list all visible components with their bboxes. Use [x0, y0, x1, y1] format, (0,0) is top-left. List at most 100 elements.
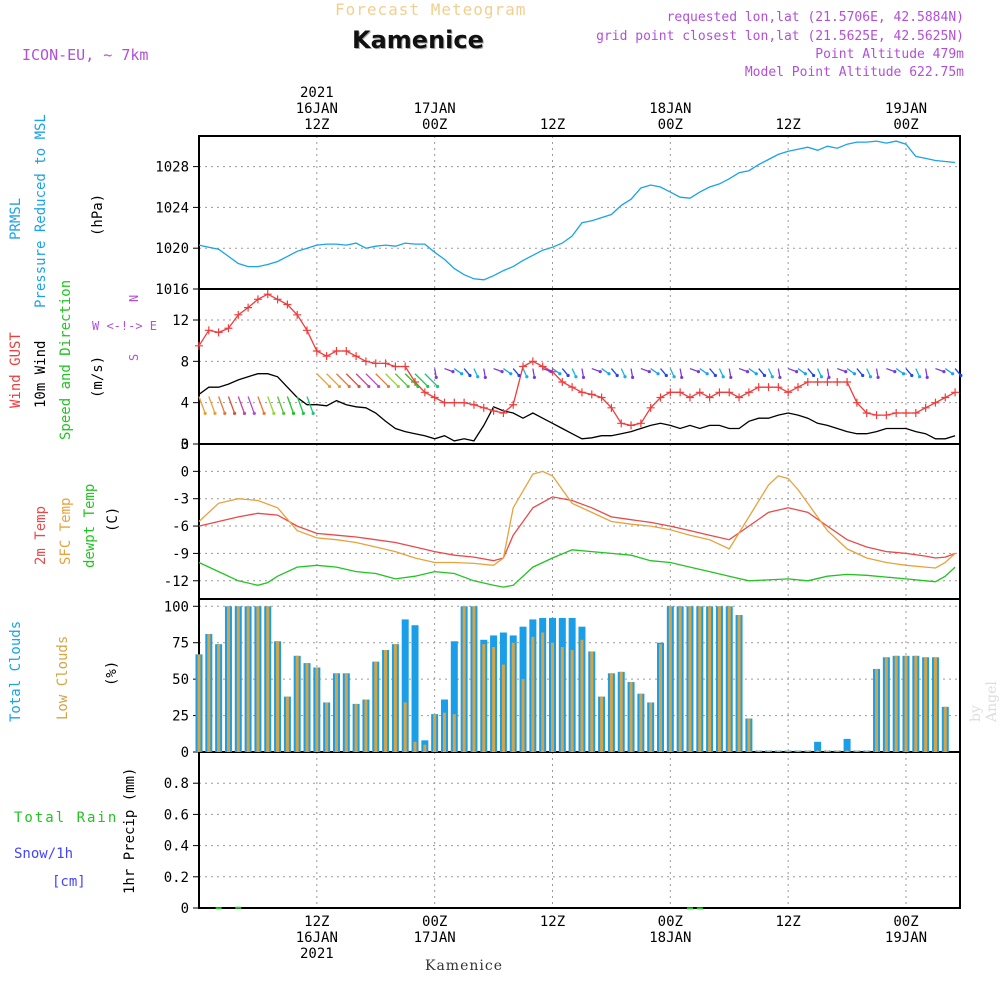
wind-arrow: [276, 396, 285, 414]
low-cloud-bar: [364, 699, 368, 752]
wind-arrow: [365, 373, 380, 387]
wind-arrow-head: [460, 372, 464, 376]
y-tick-label: -6: [172, 519, 189, 535]
gust-marker: [872, 411, 881, 420]
y-tick-label: 4: [181, 396, 189, 412]
total-cloud-bar: [411, 625, 419, 752]
wind-arrow: [237, 396, 246, 414]
low-cloud-bar: [649, 702, 653, 752]
wind-arrow-head: [910, 373, 914, 378]
wind-arrow-head: [301, 411, 305, 415]
y-tick-label: -9: [172, 546, 189, 562]
wind-arrow-head: [468, 373, 472, 378]
gust-marker: [754, 383, 763, 392]
wind-arrow-head: [893, 370, 897, 374]
wind-arrow-head: [861, 373, 865, 378]
y-tick-label: 1020: [155, 241, 189, 257]
low-cloud-bar: [334, 673, 338, 752]
low-cloud-bar: [305, 663, 309, 752]
panel-temperature: [193, 443, 961, 600]
low-cloud-bar: [325, 702, 329, 752]
y-tick-label: 1016: [155, 282, 189, 298]
low-cloud-bar: [924, 657, 928, 752]
gust-marker: [450, 398, 459, 407]
wind-arrow-head: [406, 384, 410, 389]
top-time-label: 19JAN: [885, 101, 927, 117]
low-cloud-bar: [501, 664, 505, 752]
wind-arrow: [414, 373, 429, 387]
gust-marker: [813, 378, 822, 386]
wind-10m-line: [198, 373, 956, 442]
wind-arrow-head: [426, 384, 430, 389]
gust-marker: [843, 378, 852, 386]
low-cloud-bar: [845, 750, 849, 752]
wind-arrow-head: [311, 411, 315, 415]
gust-marker: [479, 403, 488, 412]
panel-frame: [198, 135, 961, 290]
low-cloud-bar: [521, 679, 525, 752]
gust-marker: [214, 328, 223, 337]
low-cloud-bar: [659, 644, 663, 752]
panel-precipitation: [193, 751, 961, 909]
low-cloud-bar: [197, 654, 201, 752]
wind-arrow-head: [525, 375, 529, 379]
gust-marker: [941, 393, 950, 402]
gust-marker: [528, 357, 537, 366]
gust-line: [198, 293, 956, 427]
low-cloud-bar: [550, 642, 554, 752]
low-cloud-bar: [403, 702, 407, 752]
gust-marker: [764, 383, 773, 392]
low-cloud-bar: [619, 671, 623, 752]
gust-marker: [303, 326, 312, 335]
dewpt-line: [198, 549, 956, 588]
gust-marker: [469, 400, 478, 409]
wind-arrow-head: [721, 375, 725, 379]
gust-marker: [391, 362, 400, 371]
low-cloud-bar: [786, 750, 790, 752]
gust-marker: [636, 419, 645, 428]
low-cloud-bar: [884, 657, 888, 752]
low-cloud-bar: [433, 714, 437, 752]
top-time-label: 12Z: [304, 117, 329, 133]
compass-we: W <-!-> E: [92, 319, 158, 333]
wind-arrow: [336, 373, 350, 387]
gust-marker: [342, 347, 351, 355]
low-cloud-bar: [276, 641, 280, 752]
gust-marker: [411, 378, 420, 386]
wind-arrow-head: [876, 375, 880, 380]
wind-arrow: [257, 396, 265, 414]
low-cloud-bar: [914, 655, 918, 752]
gust-marker: [911, 409, 920, 417]
gust-marker: [705, 393, 714, 402]
gust-marker: [803, 378, 812, 386]
wind-arrow-head: [327, 384, 332, 389]
gust-marker: [823, 378, 832, 386]
gust-marker: [244, 303, 253, 312]
wind-arrow-head: [581, 375, 586, 380]
gust-marker: [862, 409, 871, 417]
gust-marker: [882, 411, 891, 420]
gust-marker: [735, 393, 744, 402]
rain-bar: [215, 907, 222, 910]
gust-marker: [931, 398, 940, 407]
low-cloud-bar: [315, 667, 319, 752]
wind-arrow-head: [272, 411, 276, 415]
gust-marker: [597, 393, 606, 402]
gust-marker: [784, 388, 793, 397]
gust-marker: [224, 324, 233, 333]
gust-marker: [263, 290, 272, 299]
location-title: Kamenice: [352, 26, 484, 54]
low-cloud-bar: [600, 696, 604, 752]
low-cloud-bar: [452, 714, 456, 752]
gust-marker: [646, 403, 655, 412]
wind-arrow-head: [500, 370, 504, 374]
wind-arrow-head: [631, 375, 635, 380]
pressure-line: [198, 140, 956, 281]
gust-marker: [430, 393, 439, 402]
low-cloud-bar: [609, 673, 613, 752]
low-cloud-bar: [374, 661, 378, 752]
wind-arrow-head: [713, 373, 717, 378]
total-cloud-bar: [450, 641, 458, 752]
bottom-time-label: 16JAN: [296, 930, 338, 946]
gust-marker: [774, 383, 783, 392]
